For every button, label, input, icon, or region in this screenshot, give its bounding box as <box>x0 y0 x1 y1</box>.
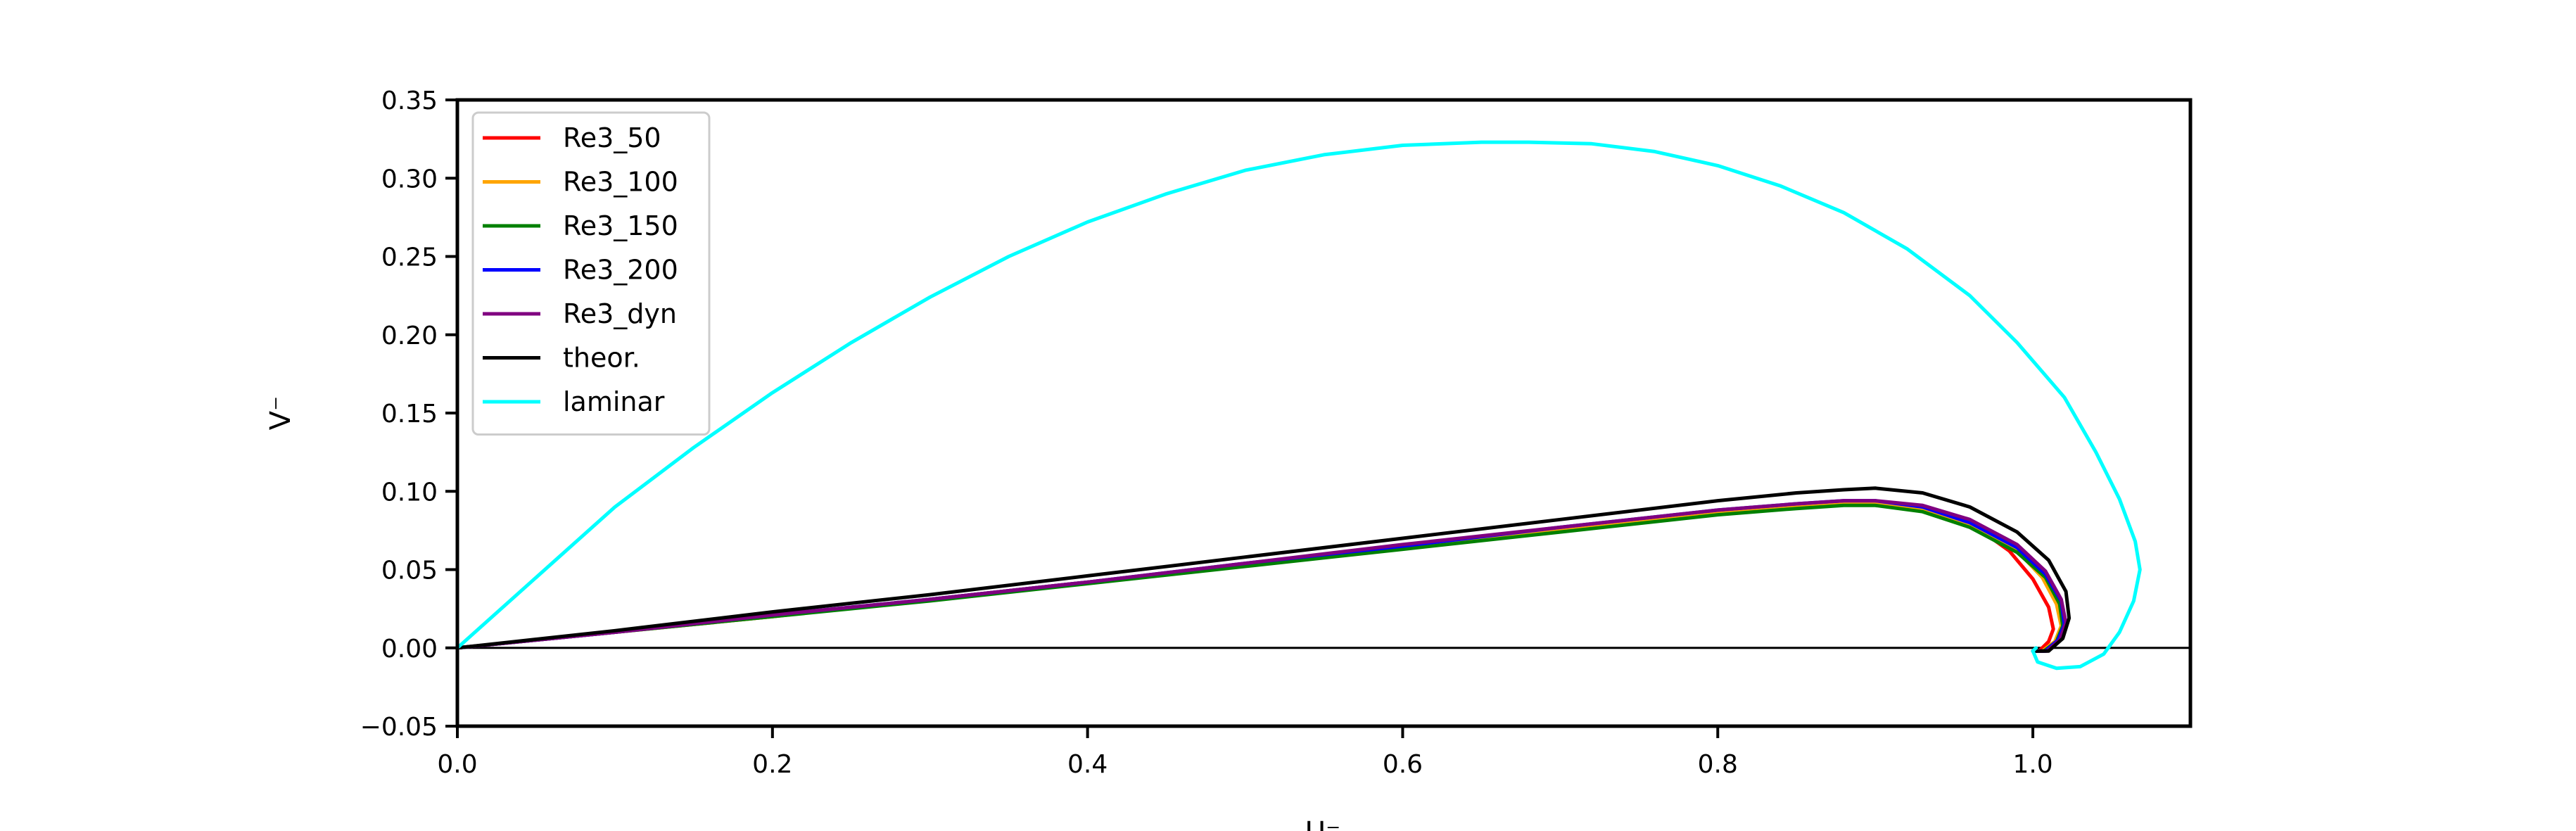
y-axis-ticks: −0.05 0.00 0.05 0.10 0.15 0.20 0.25 0.30 0.35 <box>360 87 457 742</box>
y-axis-label: V⁻ <box>265 396 297 430</box>
legend-label: Re3_50 <box>563 122 661 153</box>
x-axis-label: U⁻ <box>1305 816 1340 831</box>
x-axis-ticks: 0.0 0.2 0.4 0.6 0.8 1.0 <box>437 726 2053 779</box>
x-tick-label: 0.0 <box>437 750 477 779</box>
y-tick-label: 0.05 <box>381 557 438 585</box>
series-line-laminar <box>457 140 2142 671</box>
series-line-re3-dyn <box>457 499 2068 653</box>
y-tick-label: 0.00 <box>381 635 438 664</box>
y-tick-label: 0.20 <box>381 322 438 350</box>
x-tick-label: 0.6 <box>1383 750 1423 779</box>
legend-label: Re3_150 <box>563 210 678 241</box>
legend-label: theor. <box>563 343 640 374</box>
y-tick-label: −0.05 <box>360 713 438 742</box>
legend: Re3_50 Re3_100 Re3_150 Re3_200 Re3_dyn theor.… <box>471 111 711 436</box>
series-line-theor- <box>457 486 2071 653</box>
series-layer <box>457 140 2142 671</box>
y-tick-label: 0.15 <box>381 400 438 429</box>
x-tick-label: 1.0 <box>2012 750 2052 779</box>
legend-label: Re3_100 <box>563 167 678 198</box>
x-tick-label: 0.2 <box>752 750 792 779</box>
y-tick-label: 0.30 <box>381 165 438 194</box>
x-tick-label: 0.8 <box>1698 750 1738 779</box>
x-tick-label: 0.4 <box>1067 750 1108 779</box>
legend-label: Re3_200 <box>563 255 678 286</box>
legend-label: Re3_dyn <box>563 298 677 329</box>
y-tick-label: 0.10 <box>381 478 438 507</box>
y-tick-label: 0.35 <box>381 87 438 115</box>
y-tick-label: 0.25 <box>381 243 438 272</box>
legend-box <box>471 111 711 436</box>
legend-label: laminar <box>563 386 665 417</box>
